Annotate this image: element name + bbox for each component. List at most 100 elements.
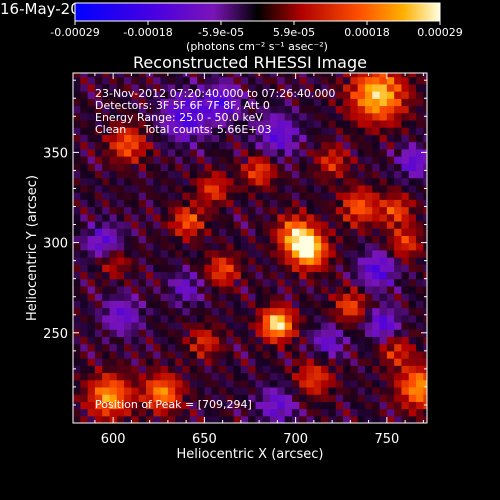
heatmap-cell (167, 278, 176, 287)
heatmap-cell (204, 365, 213, 374)
heatmap-cell (240, 372, 249, 381)
heatmap-cell (291, 184, 300, 193)
heatmap-cell (379, 155, 388, 164)
heatmap-cell (145, 329, 154, 338)
heatmap-cell (350, 336, 359, 345)
heatmap-cell (116, 271, 125, 280)
heatmap-cell (372, 329, 381, 338)
heatmap-cell (401, 127, 410, 135)
heatmap-cell (299, 249, 308, 258)
heatmap-cell (284, 127, 293, 135)
heatmap-cell (270, 285, 278, 294)
heatmap-cell (306, 242, 315, 251)
heatmap-cell (277, 98, 286, 107)
heatmap-cell (124, 249, 132, 258)
heatmap-cell (240, 134, 249, 143)
heatmap-cell (226, 300, 235, 309)
heatmap-cell (343, 83, 351, 92)
heatmap-cell (233, 394, 242, 402)
heatmap-cell (350, 105, 359, 114)
heatmap-cell (160, 336, 169, 345)
heatmap-cell (262, 91, 271, 99)
heatmap-cell (189, 257, 198, 265)
heatmap-cell (328, 184, 337, 193)
heatmap-cell (306, 285, 315, 294)
heatmap-cell (116, 127, 125, 135)
heatmap-cell (357, 112, 366, 121)
heatmap-cell (211, 343, 220, 352)
heatmap-cell (145, 228, 154, 236)
heatmap-cell (423, 105, 427, 114)
heatmap-cell (131, 329, 140, 338)
heatmap-cell (145, 394, 154, 402)
heatmap-cell (102, 372, 111, 381)
heatmap-cell (138, 314, 147, 323)
heatmap-cell (116, 199, 125, 208)
heatmap-cell (167, 228, 176, 236)
heatmap-cell (218, 213, 227, 222)
heatmap-cell (124, 358, 132, 366)
heatmap-cell (321, 278, 330, 287)
heatmap-cell (116, 98, 125, 107)
heatmap-cell (277, 401, 286, 410)
heatmap-cell (364, 408, 373, 417)
heatmap-cell (394, 119, 403, 128)
heatmap-cell (73, 285, 81, 294)
heatmap-cell (277, 271, 286, 280)
heatmap-cell (87, 401, 96, 410)
heatmap-cell (189, 285, 198, 294)
heatmap-cell (291, 206, 300, 215)
heatmap-cell (116, 184, 125, 193)
heatmap-cell (284, 184, 293, 193)
heatmap-cell (80, 257, 89, 265)
heatmap-cell (408, 300, 417, 309)
heatmap-cell (335, 228, 344, 236)
heatmap-cell (335, 192, 344, 200)
heatmap-cell (328, 257, 337, 265)
heatmap-cell (160, 285, 169, 294)
heatmap-cell (211, 271, 220, 280)
heatmap-cell (357, 213, 366, 222)
heatmap-cell (364, 350, 373, 359)
heatmap-cell (306, 91, 315, 99)
heatmap-cell (394, 365, 403, 374)
heatmap-cell (379, 228, 388, 236)
heatmap-cell (233, 73, 242, 78)
heatmap-cell (386, 350, 395, 359)
heatmap-cell (416, 199, 424, 208)
heatmap-cell (175, 408, 184, 417)
heatmap-cell (357, 192, 366, 200)
heatmap-cell (313, 163, 322, 172)
heatmap-cell (379, 386, 388, 395)
heatmap-cell (218, 249, 227, 258)
heatmap-cell (306, 408, 315, 417)
heatmap-cell (350, 285, 359, 294)
heatmap-cell (408, 127, 417, 135)
heatmap-cell (416, 163, 424, 172)
heatmap-cell (372, 415, 381, 423)
heatmap-cell (167, 163, 176, 172)
heatmap-cell (73, 134, 81, 143)
heatmap-cell (364, 278, 373, 287)
heatmap-cell (270, 365, 278, 374)
heatmap-cell (80, 184, 89, 193)
heatmap-cell (182, 336, 191, 345)
heatmap-cell (328, 235, 337, 244)
heatmap-cell (226, 293, 235, 301)
heatmap-cell (306, 192, 315, 200)
heatmap-cell (218, 314, 227, 323)
heatmap-cell (240, 321, 249, 330)
heatmap-cell (240, 199, 249, 208)
heatmap-cell (116, 329, 125, 338)
heatmap-cell (357, 408, 366, 417)
heatmap-cell (80, 285, 89, 294)
heatmap-cell (270, 343, 278, 352)
heatmap-cell (386, 220, 395, 229)
heatmap-cell (284, 271, 293, 280)
heatmap-cell (175, 235, 184, 244)
heatmap-cell (109, 365, 118, 374)
heatmap-cell (211, 242, 220, 251)
heatmap-cell (284, 213, 293, 222)
heatmap-cell (73, 73, 81, 78)
heatmap-cell (160, 307, 169, 316)
